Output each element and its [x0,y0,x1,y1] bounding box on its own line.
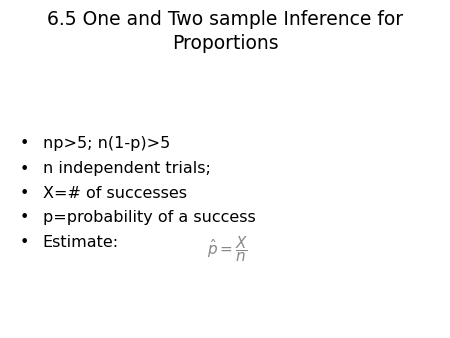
Text: p=probability of a success: p=probability of a success [43,210,256,225]
Text: 6.5 One and Two sample Inference for
Proportions: 6.5 One and Two sample Inference for Pro… [47,10,403,53]
Text: •: • [20,162,29,176]
Text: X=# of successes: X=# of successes [43,186,187,201]
Text: $\hat{p} = \dfrac{X}{n}$: $\hat{p} = \dfrac{X}{n}$ [207,234,248,264]
Text: Estimate:: Estimate: [43,235,119,249]
Text: •: • [20,186,29,201]
Text: •: • [20,210,29,225]
Text: •: • [20,235,29,249]
Text: np>5; n(1-p)>5: np>5; n(1-p)>5 [43,136,170,151]
Text: n independent trials;: n independent trials; [43,162,211,176]
Text: •: • [20,136,29,151]
